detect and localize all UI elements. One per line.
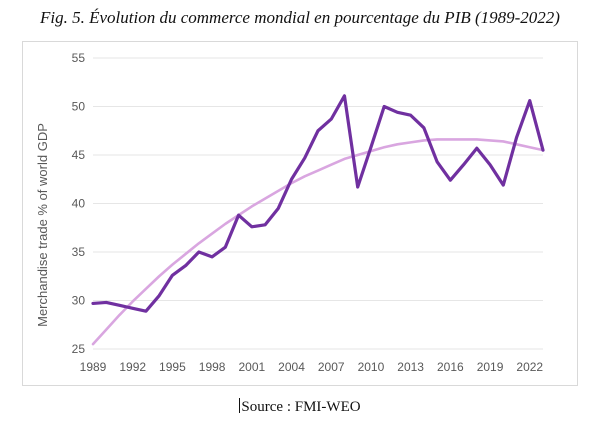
y-tick-label: 25 <box>72 342 86 356</box>
x-tick-label: 2019 <box>477 360 504 374</box>
y-tick-label: 50 <box>72 100 86 114</box>
x-tick-label: 1998 <box>199 360 226 374</box>
y-tick-label: 35 <box>72 245 86 259</box>
x-tick-label: 2007 <box>318 360 345 374</box>
x-tick-label: 2016 <box>437 360 464 374</box>
source-text: Source : FMI-WEO <box>241 399 361 415</box>
x-tick-label: 2004 <box>278 360 305 374</box>
y-tick-label: 30 <box>72 294 86 308</box>
x-tick-label: 2010 <box>358 360 385 374</box>
figure-title: Fig. 5. Évolution du commerce mondial en… <box>40 8 560 27</box>
y-tick-label: 45 <box>72 148 86 162</box>
x-tick-label: 2013 <box>397 360 424 374</box>
gridlines <box>93 57 543 350</box>
y-tick-labels: 25 30 35 40 45 50 55 <box>72 51 86 356</box>
y-tick-label: 55 <box>72 51 86 65</box>
x-tick-label: 1989 <box>80 360 107 374</box>
y-tick-label: 40 <box>72 197 86 211</box>
x-tick-label: 1992 <box>119 360 146 374</box>
series-line-trend <box>91 138 545 346</box>
y-axis-title: Merchandise trade % of world GDP <box>35 123 50 327</box>
x-tick-label: 1995 <box>159 360 186 374</box>
x-tick-label: 2022 <box>516 360 543 374</box>
x-tick-label: 2001 <box>238 360 265 374</box>
text-cursor <box>239 398 241 413</box>
series-line-trade <box>91 94 545 313</box>
line-chart: 25 30 35 40 45 50 55 1989 1992 1995 1998 2001 2004 2… <box>35 51 545 374</box>
x-tick-labels: 1989 1992 1995 1998 2001 2004 2007 2010 2013 2016… <box>80 360 544 374</box>
source-caption: Source : FMI-WEO <box>0 398 600 416</box>
chart-frame: 25 30 35 40 45 50 55 1989 1992 1995 1998 2001 2004 2… <box>22 41 578 386</box>
series-lines <box>91 94 545 346</box>
